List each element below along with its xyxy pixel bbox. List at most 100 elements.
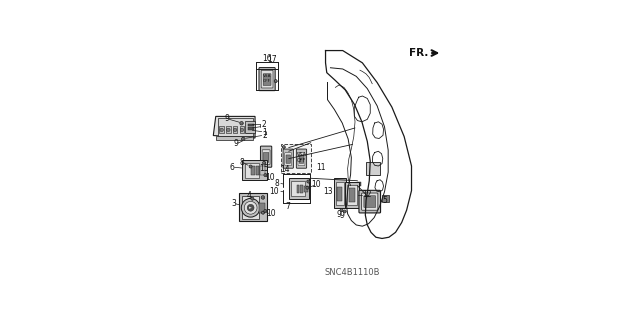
Text: 7: 7 [285,202,290,211]
Text: 8: 8 [239,158,244,167]
Text: 1: 1 [262,128,267,137]
FancyBboxPatch shape [334,178,346,208]
Circle shape [262,161,266,164]
Bar [305,186,308,192]
Text: 9: 9 [234,139,238,148]
Text: 10: 10 [269,187,279,196]
FancyBboxPatch shape [346,182,358,208]
Circle shape [241,137,245,141]
Bar [216,136,253,140]
Text: 12: 12 [362,190,372,199]
FancyBboxPatch shape [262,150,270,165]
Text: 3: 3 [231,199,236,208]
Bar [218,118,253,136]
Text: 5: 5 [383,197,387,205]
Circle shape [247,128,250,132]
Bar [296,185,300,193]
Circle shape [264,210,267,212]
Bar [259,203,265,213]
Text: 9: 9 [340,211,345,220]
FancyBboxPatch shape [300,155,304,163]
Bar [226,126,230,133]
Text: 16: 16 [262,54,272,63]
Bar [248,123,254,126]
Circle shape [307,180,310,183]
FancyBboxPatch shape [296,149,307,168]
FancyBboxPatch shape [261,70,273,88]
Bar [246,126,251,133]
Circle shape [261,211,264,214]
FancyBboxPatch shape [283,149,293,168]
Circle shape [241,198,260,217]
Circle shape [306,186,309,189]
FancyBboxPatch shape [239,193,267,221]
Text: 9: 9 [337,210,342,219]
Text: 17: 17 [267,55,276,64]
Circle shape [340,209,343,212]
Bar [220,126,224,133]
Circle shape [343,210,346,213]
FancyBboxPatch shape [291,181,305,196]
Bar [382,196,389,202]
Circle shape [220,128,223,132]
Text: 10: 10 [266,173,275,182]
FancyBboxPatch shape [260,146,272,167]
FancyBboxPatch shape [349,188,355,202]
Bar [282,144,311,174]
Circle shape [227,128,230,132]
Bar [358,182,362,186]
Bar [245,121,255,133]
Circle shape [264,174,267,177]
FancyBboxPatch shape [285,153,292,166]
FancyBboxPatch shape [242,196,259,219]
Text: 15: 15 [259,164,269,173]
Circle shape [244,201,257,214]
Text: 10: 10 [311,180,321,189]
Bar [255,166,259,174]
Circle shape [240,128,244,132]
Circle shape [251,197,254,200]
Text: 2: 2 [262,131,267,140]
FancyBboxPatch shape [362,193,378,210]
FancyBboxPatch shape [337,187,342,201]
FancyBboxPatch shape [289,178,309,199]
Circle shape [234,128,237,132]
FancyBboxPatch shape [298,153,305,166]
Text: 14: 14 [280,166,290,174]
Circle shape [247,204,254,211]
Text: 9: 9 [225,114,230,123]
FancyBboxPatch shape [364,196,376,208]
Bar [240,126,244,133]
Polygon shape [213,116,255,138]
FancyBboxPatch shape [336,182,344,204]
Bar [366,162,380,174]
Circle shape [240,122,243,125]
Text: SNC4B1110B: SNC4B1110B [325,268,380,277]
FancyBboxPatch shape [359,190,381,213]
FancyBboxPatch shape [348,185,356,205]
FancyBboxPatch shape [242,160,267,181]
FancyBboxPatch shape [286,155,291,163]
Circle shape [249,165,252,168]
Text: VSA
OFF: VSA OFF [296,152,307,163]
Bar [300,185,303,193]
Bar [260,166,266,174]
Text: 13: 13 [323,187,332,196]
Text: 8: 8 [274,179,279,188]
Circle shape [274,80,277,83]
Text: 11: 11 [316,163,325,172]
Text: FR.: FR. [410,48,429,58]
Text: 10: 10 [267,209,276,219]
Text: 2: 2 [262,120,266,129]
Polygon shape [249,206,252,209]
Text: 4: 4 [246,191,252,200]
Bar [248,127,254,130]
Circle shape [282,145,285,149]
Bar [252,166,255,174]
FancyBboxPatch shape [259,68,275,91]
FancyBboxPatch shape [244,163,259,178]
Bar [233,126,237,133]
Text: VSA
OFF: VSA OFF [262,74,271,83]
Text: 6: 6 [230,163,235,172]
FancyBboxPatch shape [264,152,269,162]
